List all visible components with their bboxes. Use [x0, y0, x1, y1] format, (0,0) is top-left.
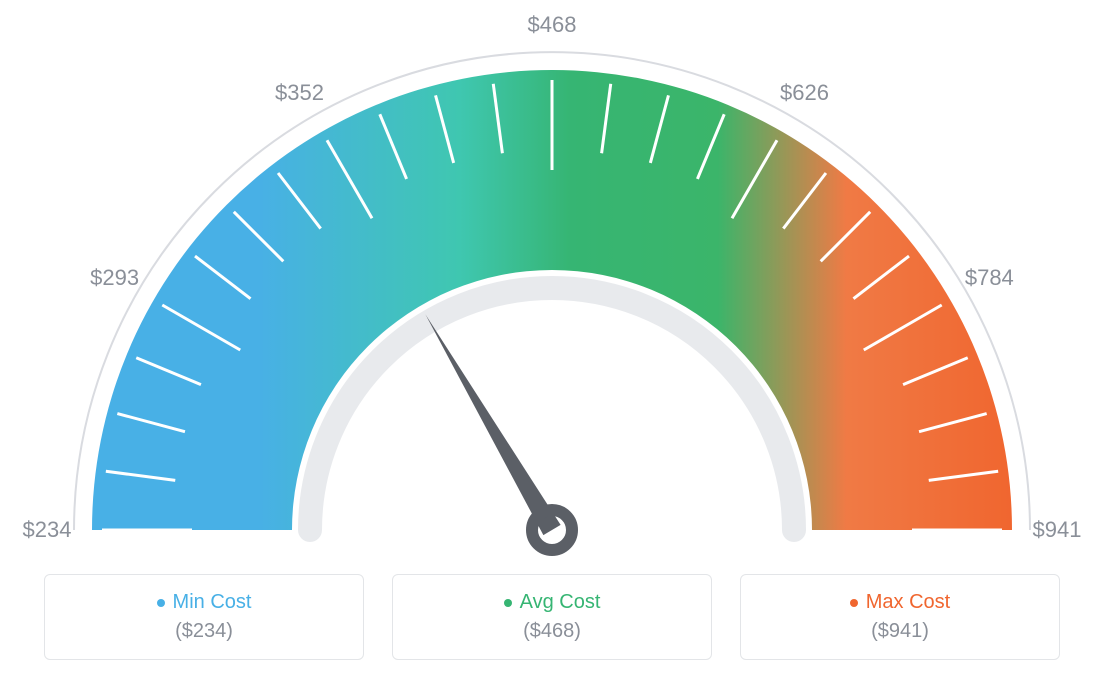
cost-gauge: $234$293$352$468$626$784$941: [52, 20, 1052, 560]
legend-min-value: ($234): [175, 620, 233, 643]
legend-max-top: Max Cost: [850, 591, 950, 614]
gauge-tick-label: $234: [23, 517, 72, 543]
legend-avg-top: Avg Cost: [504, 591, 601, 614]
dot-avg: [504, 599, 512, 607]
gauge-tick-label: $293: [90, 265, 139, 291]
gauge-tick-label: $784: [965, 265, 1014, 291]
dot-max: [850, 599, 858, 607]
legend-min-label: Min Cost: [173, 591, 252, 614]
tick-labels-layer: $234$293$352$468$626$784$941: [52, 20, 1052, 560]
gauge-tick-label: $626: [780, 80, 829, 106]
legend-max-value: ($941): [871, 620, 929, 643]
legend-min-top: Min Cost: [157, 591, 252, 614]
gauge-tick-label: $941: [1033, 517, 1082, 543]
legend-avg-value: ($468): [523, 620, 581, 643]
legend-avg-label: Avg Cost: [520, 591, 601, 614]
legend-card-avg: Avg Cost ($468): [392, 574, 712, 660]
legend-card-max: Max Cost ($941): [740, 574, 1060, 660]
gauge-tick-label: $468: [528, 12, 577, 38]
dot-min: [157, 599, 165, 607]
legend-card-min: Min Cost ($234): [44, 574, 364, 660]
legend-max-label: Max Cost: [866, 591, 950, 614]
legend-row: Min Cost ($234) Avg Cost ($468) Max Cost…: [0, 574, 1104, 660]
gauge-tick-label: $352: [275, 80, 324, 106]
